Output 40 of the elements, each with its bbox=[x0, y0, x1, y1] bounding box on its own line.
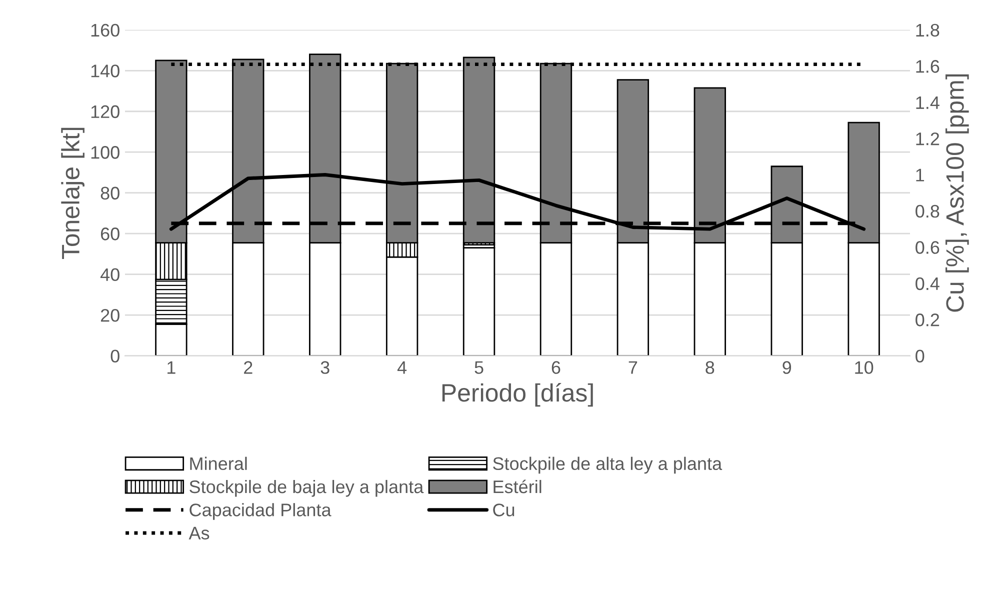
legend-label: Cu bbox=[493, 504, 514, 516]
y-tick-label: 160 bbox=[91, 24, 120, 37]
y-tick-label: 80 bbox=[100, 186, 120, 200]
y2-tick-label: 1.6 bbox=[916, 60, 940, 73]
x-tick-label: 9 bbox=[782, 361, 792, 374]
y2-tick-label: 1.4 bbox=[916, 96, 940, 109]
y-tick-label: 60 bbox=[100, 228, 120, 240]
y2-axis-title: Cu [%], Asx100 [ppm] bbox=[946, 74, 969, 312]
x-tick-label: 5 bbox=[474, 361, 484, 374]
legend-label: Stockpile de baja ley a planta bbox=[190, 480, 424, 497]
y-tick-label: 100 bbox=[91, 146, 120, 159]
y2-tick-label: 1.2 bbox=[916, 132, 940, 146]
y-tick-label: 40 bbox=[100, 268, 120, 282]
y-axis-title: Tonelaje [kt] bbox=[61, 128, 84, 259]
x-tick-label: 7 bbox=[628, 361, 638, 374]
y2-tick-label: 0.6 bbox=[916, 241, 940, 254]
x-tick-label: 2 bbox=[244, 361, 252, 374]
y-tick-label: 20 bbox=[100, 309, 120, 322]
y2-tick-label: 0.4 bbox=[916, 277, 940, 290]
y2-tick-label: 0.8 bbox=[916, 204, 940, 218]
x-tick-label: 10 bbox=[855, 361, 874, 374]
x-tick-label: 4 bbox=[397, 361, 407, 374]
y2-tick-label: 1.8 bbox=[916, 24, 940, 37]
x-tick-label: 6 bbox=[552, 361, 560, 374]
x-tick-label: 8 bbox=[706, 361, 714, 374]
y2-tick-label: 1 bbox=[916, 168, 924, 182]
x-tick-label: 1 bbox=[168, 361, 176, 374]
y-tick-label: 120 bbox=[91, 105, 120, 118]
y-tick-label: 140 bbox=[91, 64, 120, 78]
legend-label: Stockpile de alta ley a planta bbox=[493, 456, 722, 474]
legend-label: As bbox=[188, 526, 210, 540]
legend-label: Mineral bbox=[190, 456, 247, 470]
y2-tick-label: 0.2 bbox=[916, 314, 940, 326]
legend-label: Estéril bbox=[494, 480, 542, 494]
y2-tick-label: 0 bbox=[916, 350, 924, 363]
y-tick-label: 0 bbox=[110, 350, 120, 363]
x-axis-title: Periodo [días] bbox=[442, 383, 593, 407]
bar bbox=[462, 247, 496, 356]
x-tick-label: 3 bbox=[320, 361, 330, 374]
legend-label: Capacidad Planta bbox=[190, 503, 332, 520]
